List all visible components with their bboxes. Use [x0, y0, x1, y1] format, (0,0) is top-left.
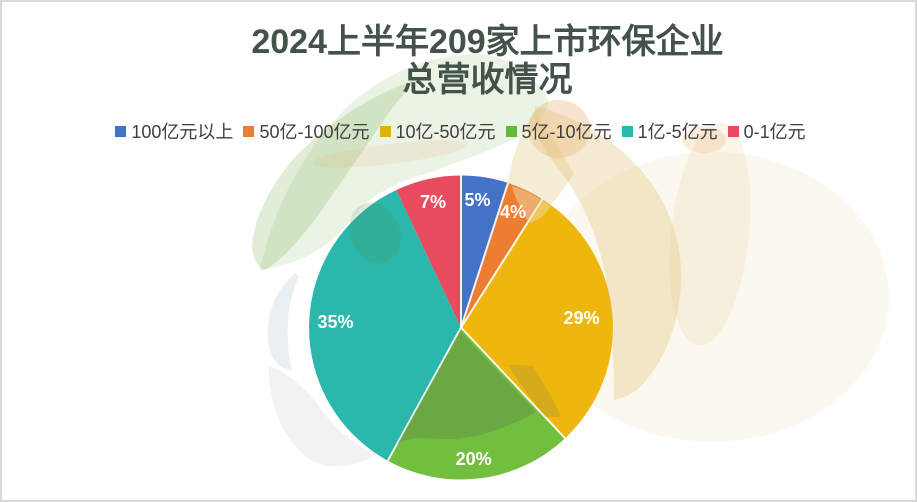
svg-text:29%: 29% [563, 308, 599, 328]
svg-text:5%: 5% [464, 190, 490, 210]
svg-text:20%: 20% [456, 449, 492, 469]
svg-text:7%: 7% [420, 192, 446, 212]
svg-text:35%: 35% [317, 312, 353, 332]
svg-text:4%: 4% [500, 202, 526, 222]
